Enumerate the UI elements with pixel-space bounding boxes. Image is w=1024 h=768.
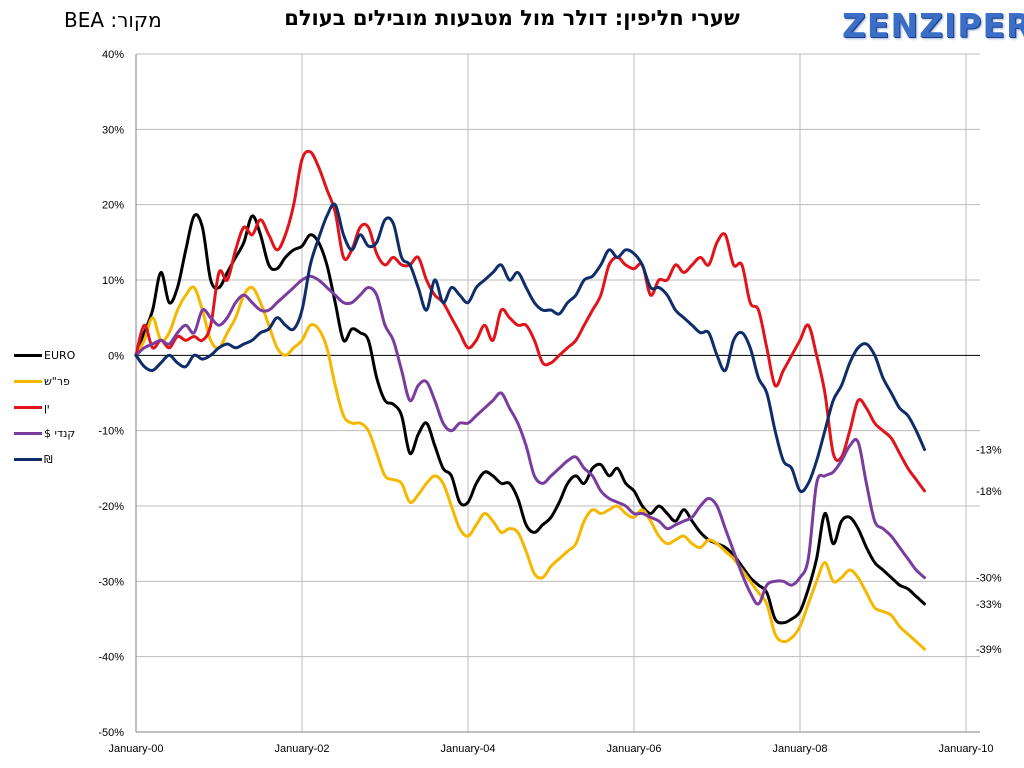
end-labels: -33% -39% -18% -30% -13% bbox=[976, 445, 1002, 657]
series-line-0 bbox=[134, 213, 926, 625]
series-line-3 bbox=[134, 274, 926, 606]
x-tick-label: January-08 bbox=[772, 743, 827, 755]
series-lines bbox=[134, 149, 926, 651]
y-tick-label: 10% bbox=[102, 275, 124, 287]
source-label: מקור: BEA bbox=[64, 8, 162, 32]
series-line-2 bbox=[134, 149, 926, 493]
legend-label: פר"ש bbox=[44, 374, 70, 388]
y-tick-label: -50% bbox=[98, 727, 124, 739]
end-value-label: -18% bbox=[976, 486, 1002, 498]
legend-item: ין bbox=[14, 394, 88, 420]
legend-swatch bbox=[14, 431, 42, 435]
x-tick-label: January-02 bbox=[274, 743, 329, 755]
y-tick-label: 40% bbox=[102, 49, 124, 61]
end-value-label: -39% bbox=[976, 644, 1002, 656]
legend-swatch bbox=[14, 457, 42, 461]
series-line-1 bbox=[134, 285, 926, 651]
legend-label: ₪ bbox=[44, 452, 53, 466]
end-value-label: -33% bbox=[976, 599, 1002, 611]
y-tick-label: -30% bbox=[98, 576, 124, 588]
y-tick-label: -20% bbox=[98, 501, 124, 513]
legend-label: ין bbox=[44, 400, 50, 414]
legend-item: $ קנדי bbox=[14, 420, 88, 446]
series-line-4 bbox=[134, 202, 926, 494]
legend-item: פר"ש bbox=[14, 368, 88, 394]
y-tick-label: 30% bbox=[102, 124, 124, 136]
y-tick-label: -40% bbox=[98, 652, 124, 664]
end-value-label: -13% bbox=[976, 445, 1002, 457]
x-tick-label: January-06 bbox=[606, 743, 661, 755]
legend-label: EURO bbox=[44, 348, 76, 362]
legend-swatch bbox=[14, 405, 42, 409]
logo: ZENZIPER bbox=[842, 6, 1024, 45]
legend-swatch bbox=[14, 379, 42, 383]
legend-item: EURO bbox=[14, 342, 88, 368]
x-tick-label: January-10 bbox=[938, 743, 993, 755]
page-title: שערי חליפין: דולר מול מטבעות מובילים בעו… bbox=[284, 6, 740, 30]
legend-swatch bbox=[14, 353, 42, 357]
legend-label: $ קנדי bbox=[44, 426, 76, 440]
gridlines bbox=[136, 53, 980, 733]
y-tick-label: 0% bbox=[108, 350, 124, 362]
y-tick-label: -10% bbox=[98, 426, 124, 438]
axes: 40% 30% 20% 10% 0% -10% -20% -30% -40% -50% Januar… bbox=[98, 49, 993, 755]
x-tick-label: January-00 bbox=[108, 743, 163, 755]
y-tick-label: 20% bbox=[102, 200, 124, 212]
legend-item: ₪ bbox=[14, 446, 88, 472]
end-value-label: -30% bbox=[976, 573, 1002, 585]
x-tick-label: January-04 bbox=[440, 743, 495, 755]
legend: EURO פר"ש ין $ קנדי ₪ bbox=[14, 342, 88, 472]
